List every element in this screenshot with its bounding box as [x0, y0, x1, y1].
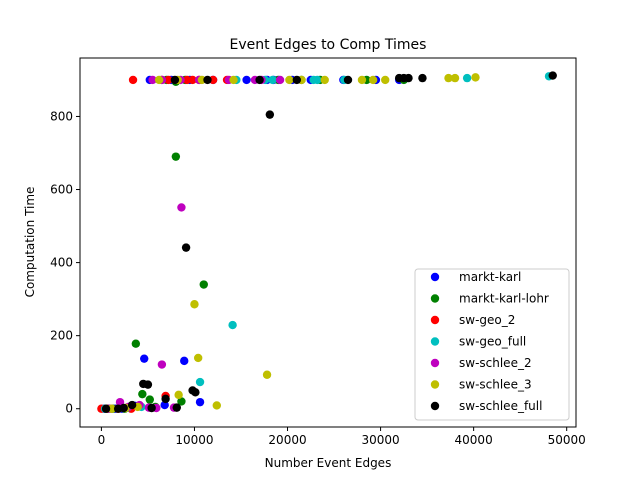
- legend: markt-karl markt-karl-lohr sw-geo_2 sw-geo_…: [414, 268, 570, 421]
- plot-frame: [79, 57, 577, 428]
- data-point: [548, 71, 557, 80]
- data-point: [343, 75, 353, 85]
- data-point: [313, 75, 322, 85]
- legend-label: markt-karl-lohr: [459, 292, 549, 306]
- x-tick-label: 40000: [455, 433, 493, 447]
- legend-marker: [430, 401, 440, 411]
- x-tick-label: 30000: [361, 433, 399, 447]
- y-axis-label: Computation Time: [23, 187, 37, 298]
- data-point: [145, 395, 154, 404]
- data-point: [131, 339, 141, 348]
- data-point: [164, 75, 173, 85]
- data-point: [199, 280, 208, 289]
- data-point: [143, 380, 153, 389]
- data-point: [180, 356, 189, 366]
- legend-marker: [430, 315, 440, 325]
- data-point: [188, 75, 197, 85]
- legend-label: sw-schlee_3: [459, 378, 532, 392]
- data-point: [471, 73, 480, 82]
- data-point: [255, 75, 264, 85]
- data-point: [275, 75, 285, 85]
- x-tick-label: 0: [98, 433, 106, 447]
- data-point: [191, 388, 200, 397]
- data-point: [242, 75, 251, 85]
- data-point: [140, 354, 149, 363]
- data-point: [292, 75, 302, 85]
- data-point: [404, 73, 413, 83]
- data-point: [119, 403, 128, 413]
- data-point: [195, 377, 205, 387]
- y-axis-ticks: 0 200 400 600 800: [50, 109, 80, 416]
- legend-marker: [430, 358, 440, 368]
- data-point: [381, 75, 390, 85]
- data-point: [444, 73, 453, 83]
- data-point: [177, 397, 186, 406]
- data-point: [181, 243, 191, 252]
- data-point: [203, 75, 212, 85]
- data-point: [320, 75, 329, 85]
- y-tick-label: 0: [65, 402, 73, 416]
- legend-marker: [430, 337, 440, 346]
- data-point: [262, 370, 272, 379]
- legend-frame: [414, 268, 570, 421]
- data-point: [128, 75, 138, 85]
- data-point: [157, 360, 167, 369]
- data-point: [450, 73, 460, 83]
- data-point: [268, 75, 277, 85]
- data-point: [148, 75, 157, 85]
- y-tick-label: 400: [50, 256, 73, 270]
- data-point: [368, 75, 378, 85]
- legend-label: sw-schlee_full: [459, 399, 542, 413]
- data-point: [147, 403, 156, 413]
- data-point: [228, 320, 237, 330]
- x-tick-label: 50000: [548, 433, 586, 447]
- legend-marker: [430, 294, 440, 303]
- data-point: [195, 397, 205, 407]
- data-point: [170, 75, 180, 85]
- data-point: [229, 75, 238, 85]
- data-point: [101, 404, 111, 413]
- series-sw-schlee_full: [101, 71, 557, 413]
- data-point: [357, 75, 367, 85]
- legend-label: markt-karl: [459, 270, 521, 284]
- legend-label: sw-geo_full: [459, 335, 526, 349]
- x-tick-label: 20000: [268, 433, 306, 447]
- chart-title: Event Edges to Comp Times: [230, 37, 427, 53]
- data-point: [462, 73, 472, 83]
- data-point: [161, 394, 170, 404]
- data-point: [154, 75, 164, 85]
- legend-label: sw-schlee_2: [459, 356, 532, 370]
- data-point: [212, 401, 221, 410]
- data-point: [172, 403, 181, 412]
- y-tick-label: 800: [50, 109, 73, 123]
- legend-marker: [430, 272, 440, 282]
- data-point: [127, 400, 137, 410]
- data-point: [285, 75, 294, 85]
- data-point: [190, 300, 199, 309]
- data-point: [138, 389, 147, 399]
- data-point: [418, 73, 427, 83]
- data-point: [160, 400, 169, 410]
- x-axis-label: Number Event Edges: [265, 456, 392, 470]
- data-points: [97, 71, 557, 413]
- data-point: [174, 390, 183, 400]
- data-point: [171, 152, 181, 161]
- x-axis-ticks: 0 10000 20000 30000 40000 50000: [98, 427, 586, 447]
- legend-marker: [430, 380, 440, 389]
- data-point: [265, 110, 275, 119]
- legend-label: sw-geo_2: [459, 313, 515, 327]
- data-point: [193, 353, 203, 363]
- x-tick-label: 10000: [175, 433, 213, 447]
- data-point: [177, 203, 186, 212]
- y-tick-label: 200: [50, 329, 73, 343]
- y-tick-label: 600: [50, 183, 73, 197]
